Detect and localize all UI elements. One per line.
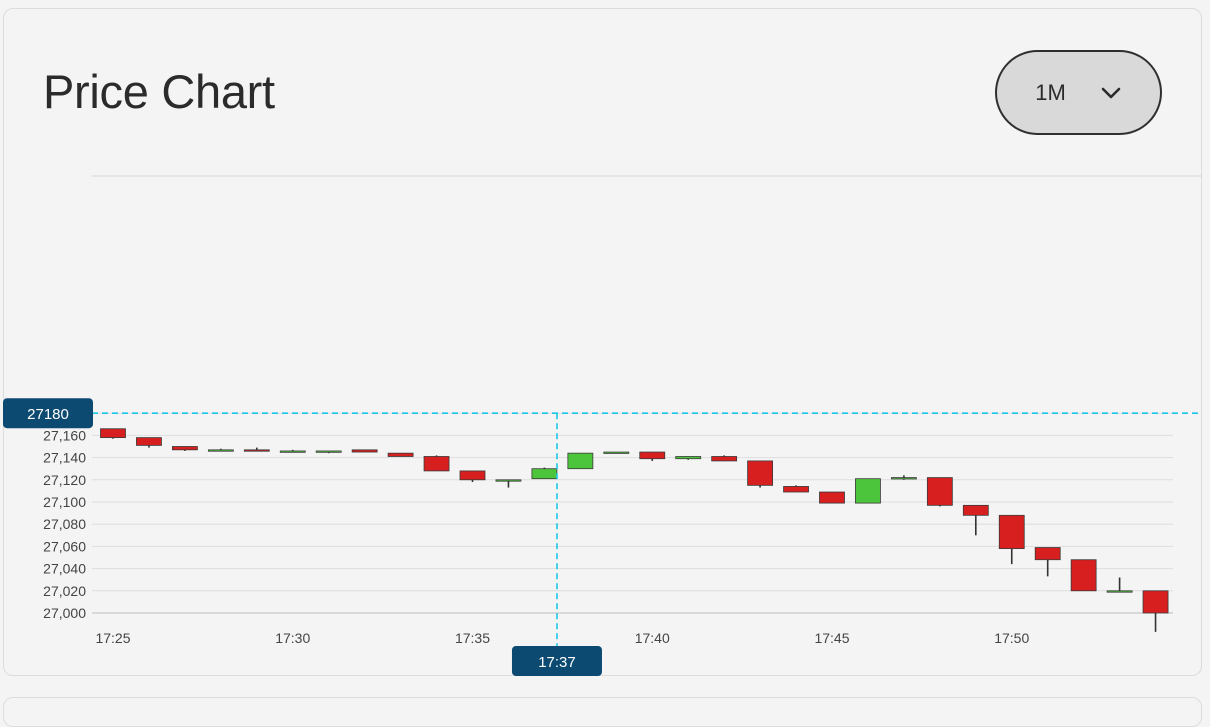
chart-svg[interactable]: 27,000 27,020 27,040 27,060 27,080 27,100 27,1… [0, 0, 1210, 703]
candle-up [603, 451, 630, 454]
timeframe-value: 1M [1035, 79, 1066, 105]
candle-up [1106, 590, 1133, 593]
candle-up [891, 477, 917, 480]
candle-down [711, 456, 738, 462]
candle-down [1034, 547, 1061, 561]
chevron-down-icon [1100, 82, 1122, 104]
crosshair-time-label: 17:37 [538, 654, 576, 671]
candle-down [747, 460, 773, 486]
y-tick-label: 27,040 [43, 561, 86, 577]
candle-up [855, 478, 881, 504]
candle-down [387, 452, 414, 457]
candle-down [962, 504, 989, 516]
price-chart-card [3, 8, 1202, 676]
y-tick-label: 27,000 [43, 605, 86, 621]
y-tick-label: 27,100 [43, 494, 86, 510]
candle-down [1142, 590, 1169, 614]
candle-down [423, 456, 450, 472]
crosshair-price-badge [3, 398, 93, 429]
timeframe-select[interactable]: 1M [995, 50, 1162, 135]
y-tick-label: 27,160 [43, 427, 86, 443]
candlestick-chart[interactable]: 27,000 27,020 27,040 27,060 27,080 27,100 27,1… [0, 0, 1210, 703]
candle-down [100, 428, 126, 439]
candle-up [675, 456, 702, 460]
candle-down [639, 451, 666, 460]
x-tick-label: 17:45 [814, 630, 849, 646]
candle-down [1070, 559, 1097, 592]
candle-down [783, 486, 809, 493]
candle-down [171, 446, 198, 451]
y-tick-label: 27,120 [43, 472, 86, 488]
x-tick-label: 17:40 [635, 630, 670, 646]
candle-up [279, 450, 306, 453]
y-tick-label: 27,140 [43, 450, 86, 466]
page-title: Price Chart [43, 65, 275, 118]
crosshair-price-label: 27180 [27, 406, 69, 423]
candle-up [531, 468, 558, 480]
candle-down [998, 514, 1025, 550]
candle-down [459, 470, 486, 481]
candle-down [243, 449, 270, 452]
x-tick-label: 17:35 [455, 630, 490, 646]
x-tick-label: 17:30 [275, 630, 310, 646]
candle-up [495, 479, 522, 482]
candle-up [207, 449, 234, 452]
candle-down [819, 491, 845, 504]
x-tick-label: 17:50 [994, 630, 1029, 646]
y-tick-label: 27,020 [43, 583, 86, 599]
y-tick-label: 27,060 [43, 538, 86, 554]
candle-down [351, 449, 378, 453]
candle-up [567, 452, 594, 470]
candle-down [926, 477, 953, 506]
y-tick-label: 27,080 [43, 516, 86, 532]
x-tick-label: 17:25 [95, 630, 130, 646]
candle-up [315, 450, 342, 453]
crosshair-time-badge [511, 646, 602, 676]
candle-down [136, 437, 162, 446]
